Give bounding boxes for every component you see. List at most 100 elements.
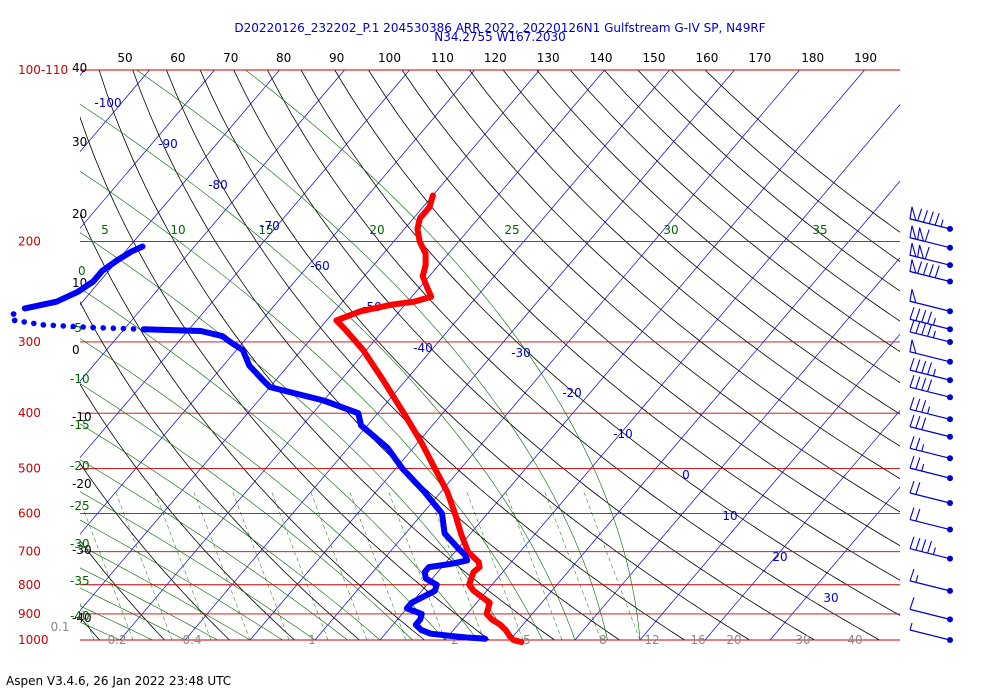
moist-adiabat-line — [80, 587, 186, 641]
moist-adiabat-line — [80, 423, 381, 641]
isotherm-line — [574, 257, 900, 641]
wind-barb-half — [940, 219, 944, 227]
theta-e-left-label: -35 — [70, 574, 90, 588]
mixing-ratio-line — [271, 491, 329, 641]
isotherm-line — [0, 70, 20, 640]
top-axis-label: 150 — [643, 51, 666, 65]
dry-adiabat-line — [536, 70, 900, 384]
isotherm-line — [119, 70, 605, 641]
dry-adiabat-line — [80, 540, 165, 641]
pressure-label: 600 — [18, 507, 41, 521]
wind-barb — [909, 455, 953, 482]
wind-barb-full — [921, 377, 927, 391]
wind-barb — [909, 397, 953, 423]
wind-barb-pennant — [916, 244, 925, 260]
dewpoint-dot — [22, 305, 28, 312]
mixing-ratio-line — [115, 491, 173, 641]
footer-version-timestamp: Aspen V3.4.6, 26 Jan 2022 23:48 UTC — [6, 674, 232, 688]
moist-adiabats — [80, 70, 641, 641]
isotherm-label: -40 — [413, 341, 433, 355]
top-axis-label: 190 — [854, 51, 877, 65]
dry-adiabat-line — [637, 70, 900, 292]
wind-barb-pennant — [909, 243, 917, 258]
top-axis-label: 100 — [378, 51, 401, 65]
sounding-location: N34.2755 W167.2030 — [434, 30, 566, 44]
dry-adiabat-line — [199, 70, 750, 641]
mixing-ratio-line — [193, 491, 251, 641]
isotherm-label: -90 — [158, 137, 178, 151]
sounding-title: D20220126_232202_P.1 204530386 ARR 2022,… — [234, 21, 766, 35]
wind-barb-full — [909, 319, 915, 333]
wind-barb-full — [934, 213, 940, 226]
wind-barb-pennant — [909, 259, 917, 274]
mixing-ratio-label: 16 — [690, 633, 705, 647]
dewpoint-dot — [140, 326, 147, 333]
wind-barb-full — [922, 262, 928, 276]
dry-adiabat-line — [80, 383, 295, 641]
dry-adiabats — [80, 70, 900, 641]
wind-barb-full — [909, 536, 915, 549]
grid-layer — [0, 70, 900, 641]
wind-barb-staff — [909, 351, 951, 363]
mixing-ratio-label: 2 — [451, 633, 459, 647]
isotherm-line — [184, 70, 670, 641]
left-temperature-label: -30 — [72, 543, 92, 557]
wind-barb-full — [917, 208, 923, 221]
dry-adiabat-line — [469, 70, 900, 447]
isotherm-line — [80, 70, 410, 459]
dry-adiabat-line — [704, 70, 900, 233]
dry-adiabat-line — [603, 70, 900, 322]
moist-adiabat-line — [80, 103, 576, 641]
wind-barb-full — [921, 322, 927, 336]
wind-barb — [909, 206, 953, 232]
moist-adiabat-line — [80, 491, 316, 641]
mixing-ratio-line — [80, 499, 134, 641]
theta-e-label: 10 — [170, 223, 185, 237]
mixing-ratio-line — [388, 491, 446, 641]
moist-adiabat-line — [80, 338, 446, 641]
wind-barb — [909, 480, 953, 507]
wind-barb-full — [915, 457, 921, 470]
theta-e-left-label: -10 — [70, 372, 90, 386]
theta-e-label: 5 — [101, 223, 109, 237]
isotherm-line — [379, 70, 865, 641]
top-axis-label: 120 — [484, 51, 507, 65]
pressure-label: 800 — [18, 578, 41, 592]
wind-barb-staff — [909, 518, 951, 531]
wind-barb-full — [915, 416, 921, 429]
theta-e-left-label: -20 — [70, 459, 90, 473]
wind-barb-staff — [909, 608, 951, 620]
isotherm-line — [80, 70, 280, 306]
top-axis-label: 70 — [223, 51, 238, 65]
theta-e-left-label: -15 — [70, 418, 90, 432]
wind-barb — [909, 568, 953, 594]
theta-e-label: 20 — [369, 223, 384, 237]
wind-barb — [909, 319, 953, 345]
wind-barb-full — [915, 537, 921, 551]
wind-barb-full — [915, 437, 921, 450]
wind-barb-full — [909, 597, 915, 610]
dry-adiabat-line — [80, 116, 490, 641]
isotherm-label: 10 — [722, 509, 737, 523]
wind-barb-full — [915, 359, 921, 372]
top-axis-label: 130 — [537, 51, 560, 65]
mixing-ratio-line — [232, 491, 290, 641]
wind-barb-staff — [909, 254, 951, 266]
wind-barb — [909, 225, 953, 251]
dewpoint-line-segment — [21, 243, 146, 312]
wind-barb-staff — [909, 467, 951, 479]
dry-adiabat-line — [233, 70, 815, 641]
wind-barb-half — [921, 463, 925, 472]
mixing-ratio-line — [427, 491, 485, 641]
mixing-ratio-line — [466, 491, 524, 641]
moist-adiabat-line — [80, 287, 478, 641]
mixing-ratio-label: 5 — [523, 633, 531, 647]
top-axis-label: 90 — [329, 51, 344, 65]
mixing-ratio-line — [349, 491, 407, 641]
wind-barb-staff — [909, 270, 951, 283]
mixing-ratio-label: 0.4 — [182, 633, 201, 647]
pressure-labels: 100-110 200 300 400 500 600 700 800 900 1000 — [18, 63, 68, 647]
isotherm-line — [80, 70, 475, 535]
wind-barb-full — [921, 539, 927, 552]
